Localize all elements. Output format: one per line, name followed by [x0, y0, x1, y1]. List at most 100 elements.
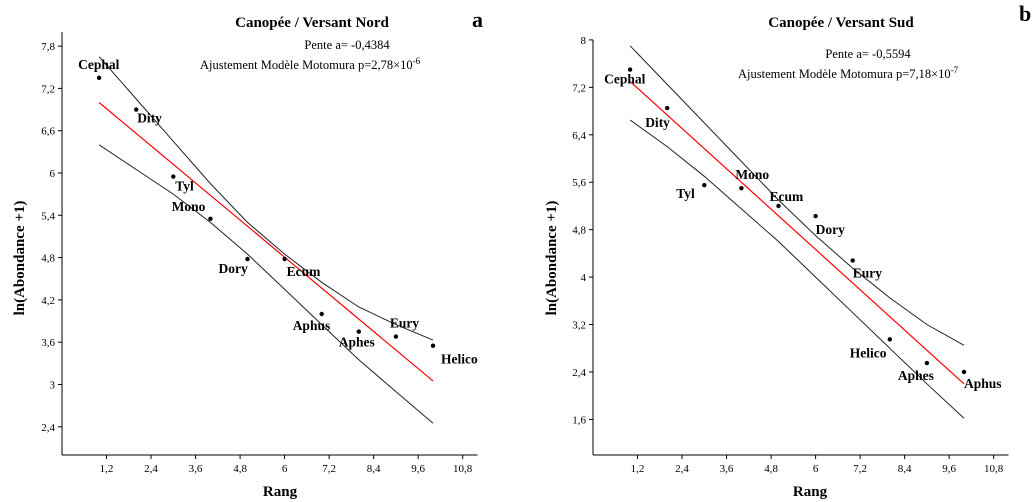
- data-point-dity: [665, 105, 670, 111]
- data-point-aphus: [961, 369, 967, 375]
- x-tick-label-a: 8,4: [367, 463, 381, 475]
- data-point-dory: [813, 213, 818, 219]
- x-tick-label-a: 1,2: [100, 463, 114, 475]
- data-point-dity: [134, 107, 139, 112]
- fit-text-b: Ajustement Modèle Motomura p=7,18×10-7: [738, 65, 959, 81]
- data-point-mono: [208, 216, 213, 222]
- y-axis-label-b: ln(Abondance +1): [544, 201, 560, 316]
- point-label-dity: Dity: [137, 111, 162, 126]
- data-point-aphes: [356, 329, 361, 334]
- x-tick-label-a: 7,2: [322, 463, 336, 475]
- upper-confidence-line-b: [629, 45, 965, 346]
- x-tick-label-b: 7,2: [853, 463, 867, 475]
- x-tick-label-a: 4,8: [233, 463, 247, 475]
- x-tick-label-a: 3,6: [189, 463, 203, 475]
- y-tick-label-b: 5,6: [572, 177, 586, 189]
- upper-confidence-line-a: [98, 56, 434, 341]
- y-tick-label-b: 6,4: [572, 130, 586, 142]
- x-tick-label-a: 6: [282, 463, 288, 475]
- point-label-ecum: Ecum: [287, 264, 322, 279]
- data-point-aphes: [924, 360, 930, 366]
- lower-confidence-line-a: [98, 144, 434, 424]
- y-tick-label-a: 7,2: [41, 83, 55, 95]
- y-tick-label-b: 4: [581, 272, 587, 284]
- chart-title-a: Canopée / Versant Nord: [235, 15, 389, 31]
- x-tick-label-b: 9,6: [942, 463, 956, 475]
- point-label-eury: Eury: [853, 265, 883, 280]
- x-tick-label-b: 10,8: [984, 463, 1004, 475]
- point-label-cephal: Cephal: [78, 57, 120, 72]
- point-label-tyl: Tyl: [676, 186, 695, 201]
- data-point-eury: [393, 334, 399, 339]
- data-point-mono: [739, 185, 744, 191]
- data-point-dory: [245, 256, 250, 262]
- y-tick-label-b: 7,2: [572, 82, 586, 94]
- point-label-aphes: Aphes: [339, 335, 375, 350]
- fit-line-b: [629, 80, 965, 385]
- data-point-helico: [887, 337, 892, 342]
- y-axis-label-a: ln(Abondance +1): [12, 201, 28, 316]
- x-axis-label-b: Rang: [793, 484, 828, 500]
- x-tick-label-a: 2,4: [144, 463, 158, 475]
- x-tick-label-b: 4,8: [764, 463, 778, 475]
- x-tick-label-b: 1,2: [631, 463, 645, 475]
- x-tick-label-b: 8,4: [898, 463, 912, 475]
- point-label-eury: Eury: [390, 316, 420, 331]
- x-tick-label-a: 10,8: [453, 463, 473, 475]
- x-tick-label-b: 3,6: [720, 463, 734, 475]
- slope-text-b: Pente a= -0,5594: [825, 47, 911, 61]
- point-label-dity: Dity: [645, 115, 670, 130]
- point-label-aphus: Aphus: [293, 318, 331, 333]
- data-point-ecum: [282, 256, 287, 262]
- x-axis-label-a: Rang: [263, 484, 298, 500]
- fit-text-a-main: Ajustement Modèle Motomura p=2,78×10: [200, 58, 413, 72]
- y-tick-label-b: 4,8: [572, 225, 586, 237]
- data-point-helico: [430, 343, 436, 348]
- point-label-mono: Mono: [172, 199, 206, 214]
- y-tick-label-a: 5,4: [41, 210, 55, 222]
- data-point-eury: [850, 258, 855, 263]
- panel-letter-a: a: [472, 7, 483, 32]
- fit-line-a: [98, 102, 434, 382]
- y-tick-label-a: 4,8: [41, 253, 55, 265]
- slope-text-a: Pente a= -0,4384: [304, 38, 390, 52]
- point-label-helico: Helico: [441, 352, 478, 367]
- point-label-mono: Mono: [735, 167, 769, 182]
- point-label-dory: Dory: [219, 261, 248, 276]
- lower-confidence-line-b: [629, 119, 965, 419]
- y-tick-label-a: 2,4: [41, 422, 55, 434]
- data-point-cephal: [96, 75, 102, 81]
- point-label-aphus: Aphus: [964, 376, 1002, 391]
- y-tick-label-b: 8: [581, 35, 587, 47]
- point-label-cephal: Cephal: [604, 72, 646, 87]
- y-tick-label-b: 1,6: [572, 414, 586, 426]
- y-tick-label-a: 3: [50, 380, 56, 392]
- y-tick-label-a: 6,6: [41, 126, 55, 138]
- point-label-aphes: Aphes: [898, 368, 934, 383]
- fit-exponent-a: -6: [413, 56, 421, 66]
- fit-text-b-main: Ajustement Modèle Motomura p=7,18×10: [738, 67, 951, 81]
- point-label-ecum: Ecum: [770, 189, 805, 204]
- data-point-tyl: [171, 174, 176, 179]
- y-tick-label-a: 4,2: [41, 295, 55, 307]
- chart-panel-b: b Canopée / Versant Sud Pente a= -0,5594…: [544, 1, 1031, 500]
- data-point-tyl: [702, 182, 707, 188]
- point-label-helico: Helico: [850, 345, 887, 360]
- y-tick-label-a: 6: [50, 168, 56, 180]
- x-tick-label-b: 2,4: [675, 463, 689, 475]
- x-tick-label-a: 9,6: [411, 463, 425, 475]
- fit-exponent-b: -7: [951, 65, 959, 75]
- data-point-aphus: [319, 311, 324, 317]
- point-label-dory: Dory: [816, 222, 845, 237]
- y-tick-label-a: 7,8: [41, 41, 55, 53]
- x-tick-label-b: 6: [813, 463, 819, 475]
- chart-panel-a: a Canopée / Versant Nord Pente a= -0,438…: [12, 7, 483, 500]
- data-point-ecum: [776, 203, 781, 209]
- fit-text-a: Ajustement Modèle Motomura p=2,78×10-6: [200, 56, 421, 72]
- data-point-cephal: [627, 67, 633, 72]
- y-tick-label-b: 2,4: [572, 367, 586, 379]
- panel-letter-b: b: [1019, 1, 1031, 26]
- point-label-tyl: Tyl: [175, 179, 194, 194]
- y-tick-label-a: 3,6: [41, 337, 55, 349]
